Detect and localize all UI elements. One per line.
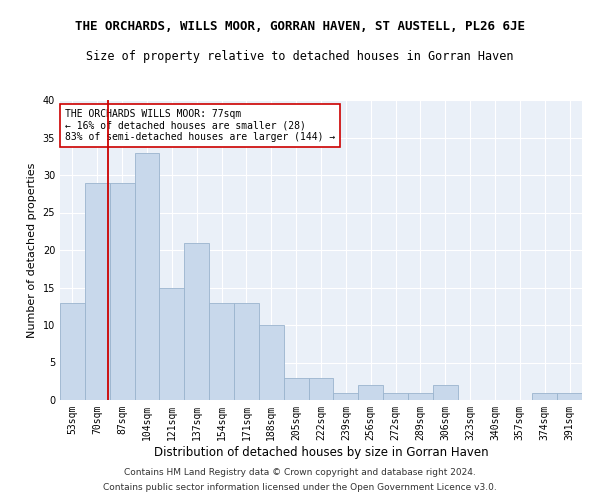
Bar <box>134 152 160 400</box>
Bar <box>234 302 259 400</box>
Bar <box>532 392 557 400</box>
Text: THE ORCHARDS, WILLS MOOR, GORRAN HAVEN, ST AUSTELL, PL26 6JE: THE ORCHARDS, WILLS MOOR, GORRAN HAVEN, … <box>75 20 525 33</box>
Text: Contains HM Land Registry data © Crown copyright and database right 2024.: Contains HM Land Registry data © Crown c… <box>124 468 476 477</box>
Bar <box>557 392 582 400</box>
Bar <box>408 392 433 400</box>
Bar <box>209 302 234 400</box>
X-axis label: Distribution of detached houses by size in Gorran Haven: Distribution of detached houses by size … <box>154 446 488 458</box>
Bar <box>433 385 458 400</box>
Bar <box>110 182 134 400</box>
Bar <box>85 182 110 400</box>
Bar <box>334 392 358 400</box>
Bar <box>184 242 209 400</box>
Bar <box>358 385 383 400</box>
Bar <box>308 378 334 400</box>
Text: THE ORCHARDS WILLS MOOR: 77sqm
← 16% of detached houses are smaller (28)
83% of : THE ORCHARDS WILLS MOOR: 77sqm ← 16% of … <box>65 109 335 142</box>
Bar <box>284 378 308 400</box>
Text: Size of property relative to detached houses in Gorran Haven: Size of property relative to detached ho… <box>86 50 514 63</box>
Bar <box>160 288 184 400</box>
Bar <box>259 325 284 400</box>
Bar <box>60 302 85 400</box>
Bar <box>383 392 408 400</box>
Text: Contains public sector information licensed under the Open Government Licence v3: Contains public sector information licen… <box>103 483 497 492</box>
Y-axis label: Number of detached properties: Number of detached properties <box>27 162 37 338</box>
